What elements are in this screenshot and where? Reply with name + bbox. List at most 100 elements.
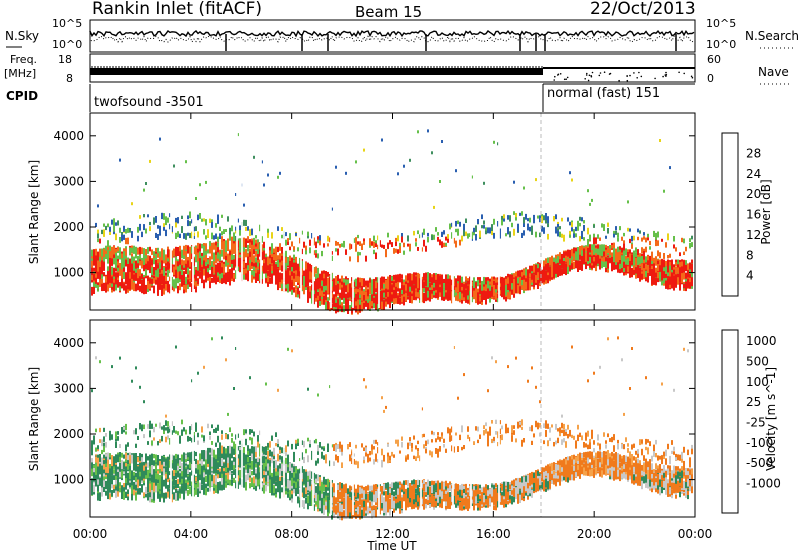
echo-cell bbox=[289, 261, 291, 266]
echo-cell bbox=[623, 261, 625, 269]
echo-cell bbox=[683, 283, 685, 289]
echo-cell bbox=[461, 276, 463, 286]
echo-cell bbox=[319, 299, 321, 306]
echo-cell bbox=[143, 261, 145, 270]
echo-cell bbox=[233, 239, 235, 244]
echo-cell bbox=[175, 222, 177, 228]
beam-label: Beam 15 bbox=[355, 3, 422, 21]
echo-cell bbox=[435, 279, 437, 284]
echo-cell bbox=[671, 259, 673, 269]
echo-cell bbox=[149, 221, 151, 226]
echo-cell bbox=[561, 261, 563, 269]
echo-cell bbox=[123, 263, 125, 269]
echo-cell bbox=[221, 276, 223, 284]
echo-cell bbox=[107, 248, 109, 257]
echo-cell bbox=[455, 240, 457, 248]
echo-cell bbox=[423, 228, 425, 235]
echo-cell bbox=[641, 264, 643, 271]
echo-cell bbox=[121, 256, 123, 265]
freq-tick-top: 18 bbox=[58, 53, 72, 66]
echo-cell bbox=[111, 276, 113, 284]
echo-cell bbox=[417, 278, 419, 288]
echo-cell bbox=[245, 252, 247, 257]
nave-label: Nave bbox=[758, 65, 789, 79]
echo-cell bbox=[367, 305, 369, 311]
echo-cell bbox=[495, 282, 497, 289]
echo-cell bbox=[563, 234, 565, 242]
echo-cell bbox=[189, 273, 191, 280]
echo-cell bbox=[465, 277, 467, 285]
echo-cell bbox=[157, 225, 159, 229]
echo-cell bbox=[391, 294, 393, 302]
echo-cell bbox=[279, 257, 281, 263]
echo-cell bbox=[337, 242, 339, 246]
echo-cell bbox=[295, 232, 297, 236]
echo-cell bbox=[513, 278, 515, 286]
echo-cell bbox=[143, 214, 145, 218]
echo-cell bbox=[437, 232, 439, 236]
echo-cell bbox=[255, 272, 257, 279]
echo-cell bbox=[211, 277, 213, 283]
echo-cell bbox=[385, 301, 387, 307]
echo-cell bbox=[651, 265, 653, 272]
echo-cell bbox=[649, 269, 651, 276]
echo-cell bbox=[231, 253, 233, 260]
echo-cell bbox=[573, 229, 575, 234]
echo-cell bbox=[423, 294, 425, 304]
echo-cell bbox=[381, 287, 383, 296]
echo-cell bbox=[479, 296, 481, 302]
echo-cell bbox=[671, 269, 673, 276]
echo-cell bbox=[513, 273, 515, 278]
echo-cell bbox=[363, 238, 365, 243]
echo-cell bbox=[587, 189, 589, 193]
echo-cell bbox=[279, 273, 281, 282]
echo-cell bbox=[139, 223, 141, 231]
echo-cell bbox=[181, 278, 183, 286]
echo-cell bbox=[653, 276, 655, 284]
echo-cell bbox=[157, 287, 159, 296]
echo-cell bbox=[233, 244, 235, 250]
echo-cell bbox=[251, 275, 253, 283]
echo-cell bbox=[481, 280, 483, 289]
echo-cell bbox=[411, 273, 413, 283]
echo-cell bbox=[491, 231, 493, 236]
echo-cell bbox=[407, 243, 409, 247]
echo-cell bbox=[383, 278, 385, 285]
echo-cell bbox=[315, 279, 317, 284]
echo-cell bbox=[357, 241, 359, 245]
echo-cell bbox=[383, 292, 385, 298]
echo-cell bbox=[135, 252, 137, 259]
echo-cell bbox=[495, 292, 497, 300]
echo-cell bbox=[297, 287, 299, 295]
echo-cell bbox=[133, 283, 135, 292]
echo-cell bbox=[523, 186, 525, 190]
nave-point bbox=[629, 74, 631, 77]
echo-cell bbox=[293, 273, 295, 279]
echo-cell bbox=[621, 247, 623, 253]
echo-cell bbox=[159, 257, 161, 263]
echo-cell bbox=[133, 274, 135, 281]
echo-cell bbox=[593, 237, 595, 245]
echo-cell bbox=[195, 197, 197, 200]
echo-cell bbox=[375, 299, 377, 305]
echo-cell bbox=[103, 229, 105, 237]
echo-cell bbox=[135, 261, 137, 269]
echo-cell bbox=[557, 267, 559, 273]
echo-cell bbox=[403, 296, 405, 306]
echo-cell bbox=[355, 299, 357, 306]
echo-cell bbox=[227, 273, 229, 280]
echo-cell bbox=[315, 241, 317, 249]
echo-cell bbox=[593, 243, 595, 251]
echo-cell bbox=[657, 240, 659, 246]
echo-cell bbox=[593, 247, 595, 254]
echo-cell bbox=[179, 257, 181, 265]
echo-cell bbox=[653, 257, 655, 265]
echo-cell bbox=[633, 235, 635, 241]
echo-cell bbox=[475, 282, 477, 289]
echo-cell bbox=[339, 282, 341, 290]
echo-cell bbox=[577, 247, 579, 252]
echo-cell bbox=[337, 274, 339, 281]
echo-cell bbox=[221, 236, 223, 241]
echo-cell bbox=[249, 266, 251, 271]
echo-cell bbox=[123, 267, 125, 272]
